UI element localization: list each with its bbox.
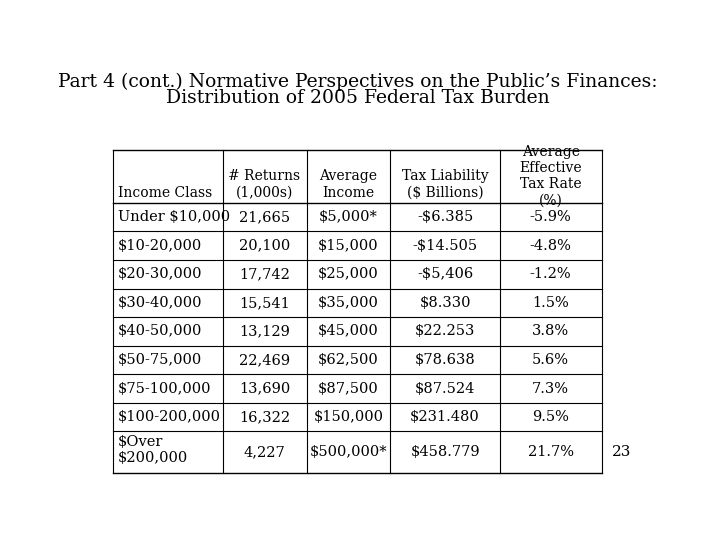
Text: 20,100: 20,100: [239, 239, 290, 253]
Text: $20-30,000: $20-30,000: [117, 267, 202, 281]
Text: $50-75,000: $50-75,000: [117, 353, 202, 367]
Text: 21,665: 21,665: [239, 210, 290, 224]
Text: 4,227: 4,227: [243, 445, 285, 459]
Text: $22.253: $22.253: [415, 325, 475, 339]
Text: Average
Effective
Tax Rate
(%): Average Effective Tax Rate (%): [519, 145, 582, 207]
Text: $87.524: $87.524: [415, 382, 475, 396]
Text: $35,000: $35,000: [318, 296, 379, 310]
Text: 5.6%: 5.6%: [532, 353, 569, 367]
Text: -4.8%: -4.8%: [530, 239, 572, 253]
Text: -$6.385: -$6.385: [417, 210, 473, 224]
Text: -$14.505: -$14.505: [413, 239, 477, 253]
Text: 3.8%: 3.8%: [532, 325, 570, 339]
Text: Income Class: Income Class: [117, 186, 212, 200]
Text: # Returns
(1,000s): # Returns (1,000s): [228, 170, 301, 200]
Text: 13,129: 13,129: [239, 325, 290, 339]
Text: 13,690: 13,690: [239, 382, 290, 396]
Text: Tax Liability
($ Billions): Tax Liability ($ Billions): [402, 170, 488, 200]
Text: $10-20,000: $10-20,000: [117, 239, 202, 253]
Text: $87,500: $87,500: [318, 382, 379, 396]
Text: $78.638: $78.638: [415, 353, 475, 367]
Text: 1.5%: 1.5%: [532, 296, 569, 310]
Text: $15,000: $15,000: [318, 239, 379, 253]
Text: $5,000*: $5,000*: [319, 210, 378, 224]
Text: $231.480: $231.480: [410, 410, 480, 424]
Text: $45,000: $45,000: [318, 325, 379, 339]
Text: $75-100,000: $75-100,000: [117, 382, 211, 396]
Text: -5.9%: -5.9%: [530, 210, 572, 224]
Text: 21.7%: 21.7%: [528, 445, 574, 459]
Text: 17,742: 17,742: [239, 267, 290, 281]
Text: 7.3%: 7.3%: [532, 382, 569, 396]
Text: 23: 23: [611, 445, 631, 459]
Text: 22,469: 22,469: [239, 353, 290, 367]
Text: $150,000: $150,000: [313, 410, 384, 424]
Text: 16,322: 16,322: [239, 410, 290, 424]
Text: 9.5%: 9.5%: [532, 410, 569, 424]
Text: $458.779: $458.779: [410, 445, 480, 459]
Text: $40-50,000: $40-50,000: [117, 325, 202, 339]
Text: $500,000*: $500,000*: [310, 445, 387, 459]
Text: $25,000: $25,000: [318, 267, 379, 281]
Text: Under $10,000: Under $10,000: [117, 210, 230, 224]
Text: -$5,406: -$5,406: [417, 267, 473, 281]
Text: Average
Income: Average Income: [320, 170, 377, 200]
Text: $30-40,000: $30-40,000: [117, 296, 202, 310]
Text: $100-200,000: $100-200,000: [117, 410, 221, 424]
Text: -1.2%: -1.2%: [530, 267, 572, 281]
Text: $62,500: $62,500: [318, 353, 379, 367]
Text: 15,541: 15,541: [239, 296, 290, 310]
Text: $8.330: $8.330: [419, 296, 471, 310]
Text: Distribution of 2005 Federal Tax Burden: Distribution of 2005 Federal Tax Burden: [166, 90, 549, 107]
Text: $Over
$200,000: $Over $200,000: [117, 435, 188, 465]
Text: Part 4 (cont.) Normative Perspectives on the Public’s Finances:: Part 4 (cont.) Normative Perspectives on…: [58, 72, 657, 91]
